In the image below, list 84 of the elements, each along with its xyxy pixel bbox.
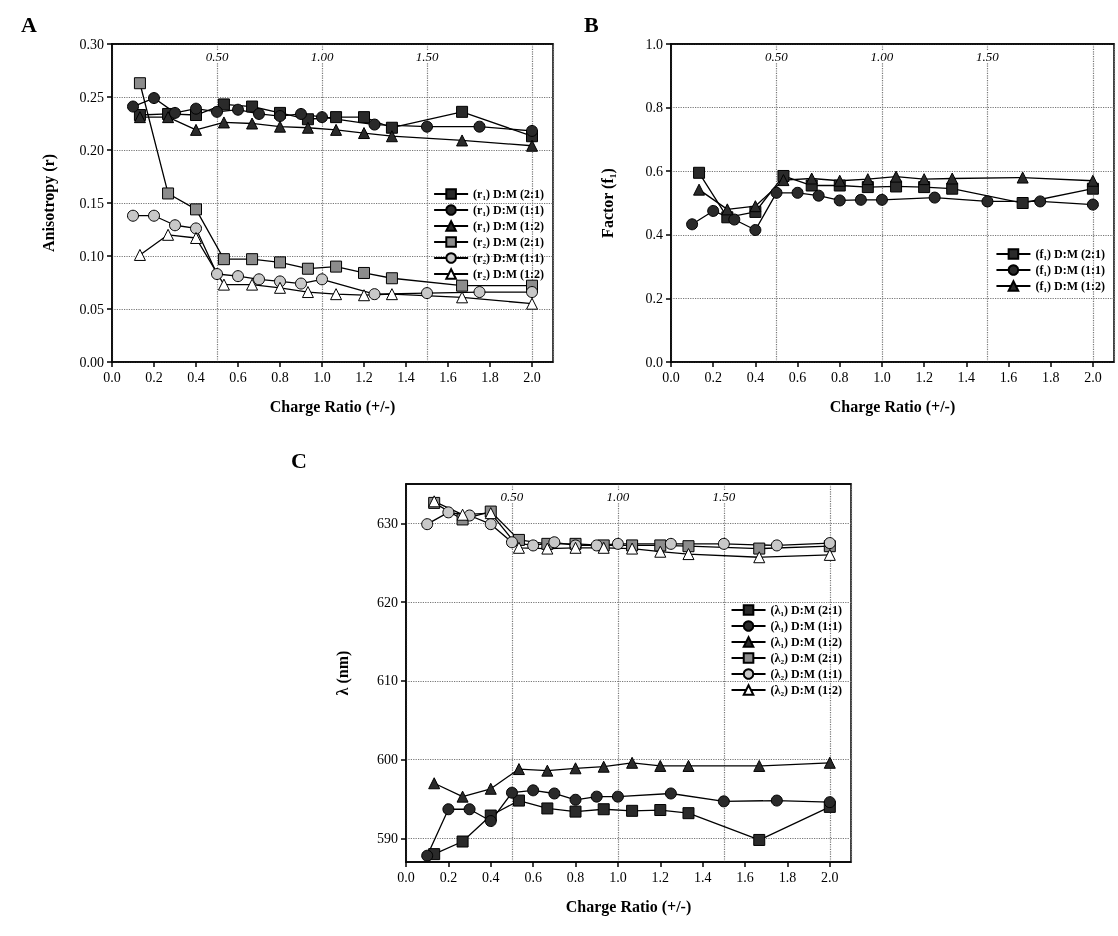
x-tick-label: 2.0 xyxy=(1084,369,1102,385)
x-tick-label: 0.0 xyxy=(662,369,680,385)
y-axis-title: Factor (f₁) xyxy=(598,168,617,238)
x-tick-label: 1.6 xyxy=(439,369,457,385)
x-tick-label: 1.8 xyxy=(1041,369,1060,385)
y-tick-label: 590 xyxy=(377,830,398,846)
legend-label: (r₁) D:M (2:1) xyxy=(473,187,545,201)
x-tick-label: 1.4 xyxy=(957,369,976,385)
legend-label: (λ₂) D:M (2:1) xyxy=(770,651,843,665)
x-tick-label: 0.4 xyxy=(482,869,500,885)
x2-tick-label: 0.50 xyxy=(765,49,789,64)
x-tick-label: 1.2 xyxy=(915,369,933,385)
x2-tick-label: 0.50 xyxy=(205,49,229,64)
x2-tick-label: 1.00 xyxy=(310,49,334,64)
x-tick-label: 0.8 xyxy=(271,369,289,385)
legend-label: (r₁) D:M (1:2) xyxy=(473,219,545,233)
chart-title: C xyxy=(291,447,307,473)
legend-label: (r₂) D:M (1:2) xyxy=(473,267,545,281)
y-tick-label: 1.0 xyxy=(645,36,663,52)
legend-label: (λ₂) D:M (1:1) xyxy=(770,667,843,681)
x-tick-label: 1.8 xyxy=(778,869,797,885)
x-tick-label: 0.2 xyxy=(145,369,163,385)
legend-label: (r₂) D:M (2:1) xyxy=(473,235,545,249)
x-axis-title: Charge Ratio (+/-) xyxy=(269,397,396,416)
x-tick-label: 1.2 xyxy=(651,869,670,885)
x2-tick-label: 1.00 xyxy=(606,489,630,504)
x-tick-label: 1.6 xyxy=(736,869,754,885)
x-tick-label: 1.8 xyxy=(481,369,499,385)
y-tick-label: 0.20 xyxy=(79,142,104,158)
y-tick-label: 0.0 xyxy=(645,354,663,370)
x-tick-label: 1.2 xyxy=(355,369,373,385)
y-tick-label: 0.00 xyxy=(79,354,104,370)
x-tick-label: 0.0 xyxy=(103,369,121,385)
y-tick-label: 0.25 xyxy=(79,89,104,105)
x-tick-label: 0.6 xyxy=(229,369,247,385)
x-tick-label: 0.6 xyxy=(524,869,542,885)
x-tick-label: 0.0 xyxy=(397,869,415,885)
y-tick-label: 610 xyxy=(377,673,398,689)
x-tick-label: 2.0 xyxy=(821,869,839,885)
x-tick-label: 1.4 xyxy=(693,869,712,885)
chart-title: B xyxy=(584,11,599,37)
y-tick-label: 0.05 xyxy=(79,301,104,317)
x-tick-label: 1.0 xyxy=(313,369,331,385)
legend-label: (f₁) D:M (1:2) xyxy=(1035,279,1105,293)
y-tick-label: 0.8 xyxy=(645,100,663,116)
legend-label: (λ₁) D:M (2:1) xyxy=(770,603,843,617)
y-tick-label: 630 xyxy=(377,515,398,531)
x2-tick-label: 1.50 xyxy=(415,49,439,64)
x-tick-label: 1.4 xyxy=(397,369,415,385)
y-tick-label: 0.2 xyxy=(645,290,663,306)
x-axis-title: Charge Ratio (+/-) xyxy=(565,897,692,916)
legend-label: (λ₁) D:M (1:2) xyxy=(770,635,843,649)
x2-tick-label: 1.50 xyxy=(712,489,736,504)
chart-title: A xyxy=(21,11,37,37)
x-tick-label: 0.4 xyxy=(746,369,765,385)
legend-label: (r₂) D:M (1:1) xyxy=(473,251,545,265)
y-axis-title: Anisotropy (r) xyxy=(39,154,58,252)
x2-tick-label: 1.00 xyxy=(870,49,894,64)
x2-tick-label: 0.50 xyxy=(500,489,524,504)
y-tick-label: 0.30 xyxy=(79,36,104,52)
y-axis-title: λ (nm) xyxy=(333,650,352,696)
x-tick-label: 0.8 xyxy=(566,869,585,885)
y-tick-label: 0.10 xyxy=(79,248,104,264)
y-tick-label: 0.15 xyxy=(79,195,104,211)
x-tick-label: 0.2 xyxy=(439,869,458,885)
x-tick-label: 1.0 xyxy=(609,869,627,885)
x-tick-label: 2.0 xyxy=(523,369,541,385)
x-tick-label: 0.4 xyxy=(187,369,205,385)
y-tick-label: 600 xyxy=(377,752,398,768)
x-axis-title: Charge Ratio (+/-) xyxy=(829,397,956,416)
x-tick-label: 0.2 xyxy=(704,369,722,385)
x-tick-label: 1.0 xyxy=(873,369,891,385)
y-tick-label: 620 xyxy=(377,594,398,610)
x-tick-label: 0.8 xyxy=(831,369,849,385)
legend-label: (f₁) D:M (1:1) xyxy=(1035,263,1105,277)
legend-label: (r₁) D:M (1:1) xyxy=(473,203,545,217)
x2-tick-label: 1.50 xyxy=(976,49,1000,64)
y-tick-label: 0.6 xyxy=(645,163,663,179)
y-tick-label: 0.4 xyxy=(645,227,663,243)
legend-label: (λ₂) D:M (1:2) xyxy=(770,683,843,697)
x-tick-label: 1.6 xyxy=(999,369,1018,385)
legend-label: (f₁) D:M (2:1) xyxy=(1035,247,1105,261)
legend-label: (λ₁) D:M (1:1) xyxy=(770,619,843,633)
x-tick-label: 0.6 xyxy=(788,369,807,385)
